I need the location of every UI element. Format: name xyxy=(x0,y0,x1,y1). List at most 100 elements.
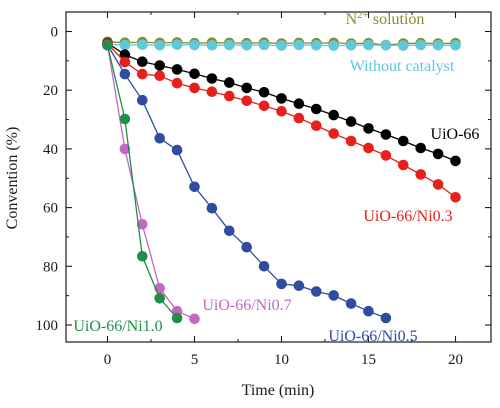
series-3 xyxy=(102,38,461,203)
data-point xyxy=(311,120,322,131)
data-point xyxy=(380,129,392,140)
data-point xyxy=(328,40,340,51)
data-point xyxy=(398,159,409,171)
data-point xyxy=(328,128,340,139)
data-point xyxy=(137,68,148,80)
data-point xyxy=(293,98,305,109)
y-tick-label: 60 xyxy=(43,201,58,217)
series-label-uio66-ni0-3: UiO-66/Ni0.3 xyxy=(363,208,452,225)
data-point xyxy=(363,123,374,134)
x-axis-title: Time (min) xyxy=(242,382,315,399)
data-point xyxy=(328,109,340,121)
data-point xyxy=(311,40,322,51)
data-point xyxy=(154,293,165,304)
data-point xyxy=(154,40,165,51)
y-tick-label: 0 xyxy=(51,25,59,41)
data-point xyxy=(206,202,218,214)
data-point xyxy=(241,82,252,94)
data-point xyxy=(119,113,131,125)
series-label-uio66-ni1-0: UiO-66/Ni1.0 xyxy=(73,318,162,335)
data-point xyxy=(293,112,305,124)
data-point xyxy=(206,86,218,97)
data-point xyxy=(241,40,252,51)
data-point xyxy=(380,150,392,161)
series-label-uio66-ni0-7: UiO-66/Ni0.7 xyxy=(202,297,291,314)
data-point xyxy=(415,142,427,154)
data-point xyxy=(241,241,252,253)
x-tick-label: 0 xyxy=(104,352,112,368)
x-tick-label: 15 xyxy=(361,352,376,368)
y-tick-label: 20 xyxy=(43,83,58,99)
data-point xyxy=(293,39,305,51)
data-point xyxy=(311,103,322,115)
data-point xyxy=(432,148,444,160)
data-point xyxy=(224,90,235,102)
data-point xyxy=(398,135,409,147)
data-point xyxy=(432,40,444,51)
data-point xyxy=(137,56,148,67)
data-point xyxy=(258,87,270,98)
data-point xyxy=(345,40,357,51)
data-point xyxy=(258,261,270,272)
data-point xyxy=(363,305,374,317)
plot-frame xyxy=(65,11,492,343)
data-point xyxy=(224,39,235,51)
data-point xyxy=(154,60,165,71)
data-point xyxy=(345,116,357,127)
data-point xyxy=(415,39,427,51)
data-point xyxy=(119,39,131,51)
data-point xyxy=(241,95,252,107)
data-point xyxy=(171,39,183,50)
data-point xyxy=(415,169,427,180)
data-point xyxy=(311,286,322,297)
x-tick-label: 20 xyxy=(448,352,463,368)
data-point xyxy=(206,73,218,84)
series-4 xyxy=(102,39,392,324)
data-point xyxy=(154,70,165,82)
data-point xyxy=(345,298,357,309)
series-label-n2-sup: 2+ xyxy=(357,9,369,21)
series-layer xyxy=(102,36,461,325)
y-tick-label: 80 xyxy=(43,259,58,275)
x-tick-label: 10 xyxy=(274,352,289,368)
data-point xyxy=(450,40,461,51)
data-point xyxy=(363,142,374,154)
series-label-n2-solution: N2+ solution xyxy=(346,9,425,28)
data-point xyxy=(171,312,183,324)
data-point xyxy=(137,219,148,230)
data-point xyxy=(224,77,235,88)
data-point xyxy=(450,192,461,203)
data-point xyxy=(171,144,183,156)
data-point xyxy=(258,39,270,51)
data-point xyxy=(137,94,148,106)
data-point xyxy=(119,143,131,155)
data-point xyxy=(224,225,235,237)
data-point xyxy=(189,181,200,193)
series-label-uio66: UiO-66 xyxy=(431,126,480,143)
series-label-n2-main: N xyxy=(346,11,358,28)
data-point xyxy=(102,40,113,51)
data-point xyxy=(398,40,409,51)
series-label-n2-rest: solution xyxy=(369,11,425,28)
data-point xyxy=(119,68,131,80)
data-point xyxy=(328,290,340,301)
data-point xyxy=(380,312,392,324)
axes: 0 5 10 15 20 0 20 40 60 80 100 xyxy=(36,12,491,368)
data-point xyxy=(189,82,200,94)
data-point xyxy=(276,40,287,51)
data-point xyxy=(137,250,148,262)
data-point xyxy=(363,39,374,51)
data-point xyxy=(450,155,461,167)
series-1 xyxy=(102,39,461,51)
data-point xyxy=(189,39,200,51)
data-point xyxy=(206,40,218,51)
data-point xyxy=(171,77,183,89)
data-point xyxy=(119,49,131,60)
y-axis-title: Convention (%) xyxy=(4,127,21,230)
series-label-without-catalyst: Without catalyst xyxy=(350,58,455,75)
series-label-uio66-ni0-5: UiO-66/Ni0.5 xyxy=(328,328,417,345)
series-line xyxy=(106,45,178,319)
data-point xyxy=(345,135,357,147)
series-6 xyxy=(102,40,183,324)
y-tick-label: 40 xyxy=(43,142,58,158)
